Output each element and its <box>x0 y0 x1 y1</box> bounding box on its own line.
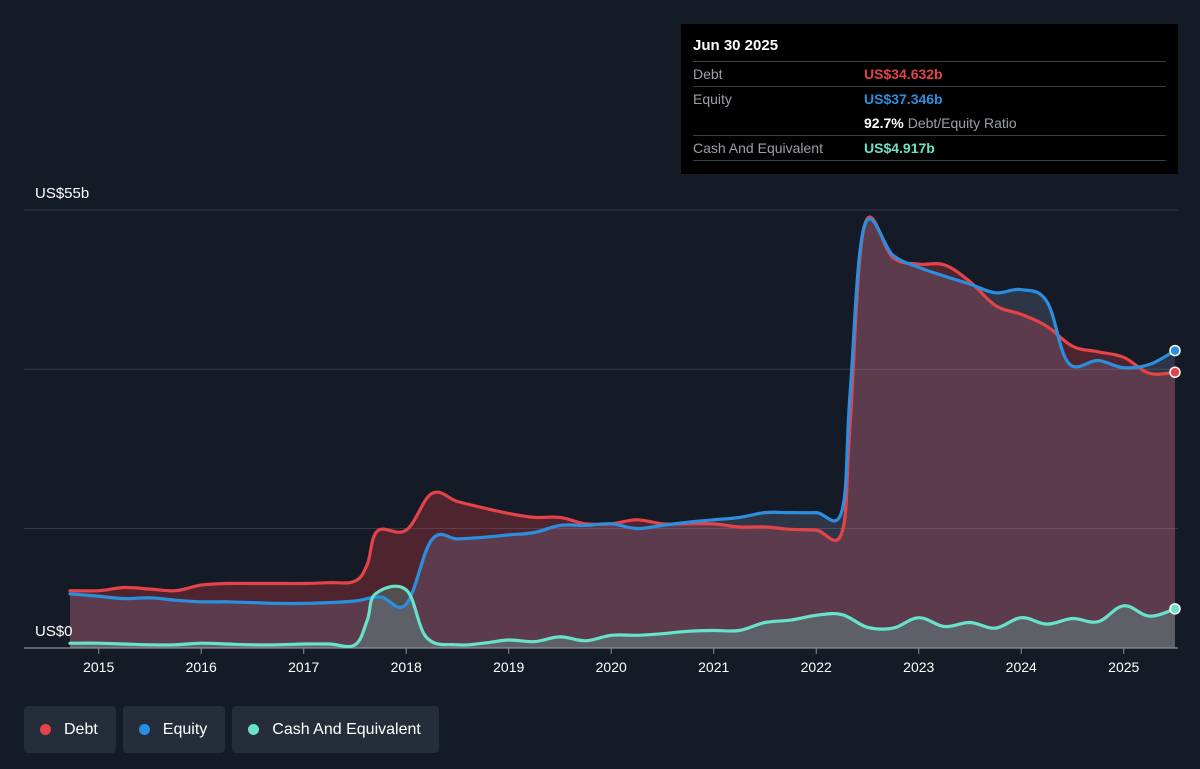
legend-equity-label: Equity <box>162 720 208 738</box>
x-axis: 2015 2016 2017 2018 2019 2020 2021 2022 2023 2024… <box>83 648 1140 675</box>
equity-end-marker <box>1169 344 1181 357</box>
legend-equity-dot-icon <box>138 724 150 735</box>
tooltip-cash-label: Cash And Equivalent <box>693 140 823 156</box>
debt-area <box>70 216 1175 648</box>
tooltip-cash-value: US$4.917b <box>864 140 935 156</box>
x-tick-label: 2022 <box>801 659 832 675</box>
tooltip-ratio-value: 92.7% <box>864 115 904 131</box>
cash-line <box>68 584 1177 649</box>
cash-area <box>70 586 1175 648</box>
tooltip-date: Jun 30 2025 <box>693 37 779 54</box>
equity-area <box>70 218 1175 648</box>
legend-cash-label: Cash And Equivalent <box>272 720 421 738</box>
hover-tooltip: Jun 30 2025 Debt US$34.632b Equity US$37… <box>681 24 1178 174</box>
tooltip-equity-label: Equity <box>693 91 732 107</box>
legend-debt-dot-icon <box>40 724 51 735</box>
x-tick-label: 2016 <box>186 659 217 675</box>
x-tick-label: 2020 <box>596 659 627 675</box>
grid-lines <box>24 209 1178 649</box>
legend-cash-dot-icon <box>248 724 260 735</box>
chart-legend: Debt Equity Cash And Equivalent <box>24 706 439 753</box>
x-tick-label: 2025 <box>1108 659 1139 675</box>
tooltip-debt-label: Debt <box>693 66 723 82</box>
tooltip-equity-value: US$37.346b <box>864 91 943 107</box>
legend-debt-label: Debt <box>64 720 98 738</box>
debt-end-marker <box>1169 366 1181 378</box>
cash-end-marker <box>1169 603 1181 615</box>
x-tick-label: 2018 <box>391 659 422 675</box>
end-markers <box>1169 344 1181 615</box>
x-tick-label: 2023 <box>903 659 934 675</box>
x-tick-label: 2017 <box>288 659 319 675</box>
x-tick-label: 2024 <box>1006 659 1037 675</box>
tooltip-equity-row: Equity US$37.346b <box>693 86 1166 111</box>
tooltip-debt-row: Debt US$34.632b <box>693 61 1166 86</box>
y-axis-top-label: US$55b <box>35 185 89 202</box>
tooltip-ratio-row: 92.7% Debt/Equity Ratio <box>693 111 1166 135</box>
tooltip-ratio-label: Debt/Equity Ratio <box>907 115 1017 131</box>
chart-lines <box>68 215 1177 649</box>
y-axis-bottom-label: US$0 <box>35 623 73 640</box>
x-tick-label: 2015 <box>83 659 114 675</box>
x-tick-label: 2021 <box>698 659 729 675</box>
legend-item-debt[interactable]: Debt <box>24 706 116 753</box>
equity-line <box>68 217 1177 610</box>
legend-item-equity[interactable]: Equity <box>122 706 226 753</box>
tooltip-debt-value: US$34.632b <box>864 66 943 82</box>
chart-areas <box>70 216 1175 648</box>
x-tick-label: 2019 <box>493 659 524 675</box>
legend-item-cash[interactable]: Cash And Equivalent <box>232 706 439 753</box>
tooltip-cash-row: Cash And Equivalent US$4.917b <box>693 135 1166 161</box>
